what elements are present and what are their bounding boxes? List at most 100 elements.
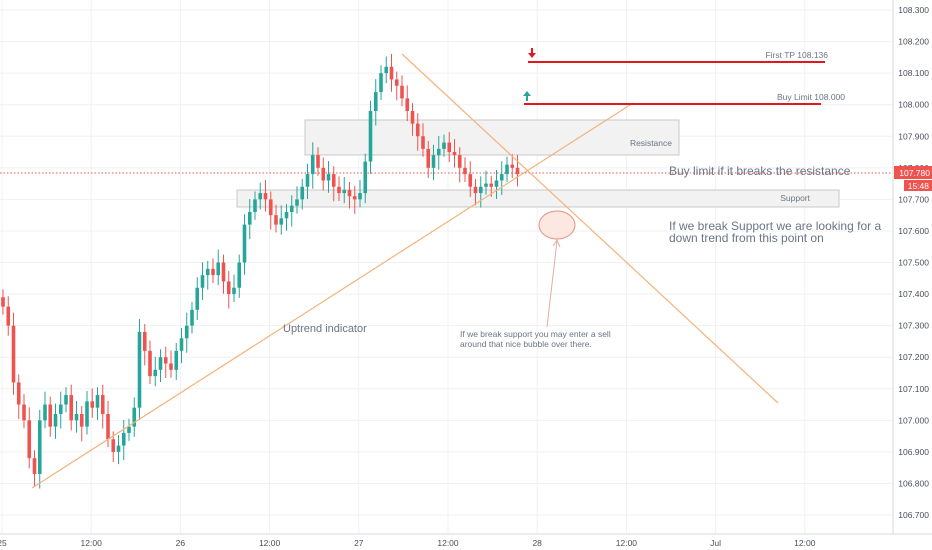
candle-body <box>363 161 368 194</box>
candle <box>494 170 499 200</box>
candle-body <box>442 142 446 149</box>
candle <box>100 384 105 429</box>
candle-body <box>300 186 305 200</box>
candle-body <box>205 268 210 276</box>
candle <box>190 301 194 334</box>
support-zone[interactable]: Support <box>236 189 840 208</box>
price-tick-label: 107.100 <box>898 384 929 394</box>
sell-bubble[interactable] <box>538 210 576 240</box>
candle <box>53 403 58 439</box>
candle-body <box>100 395 105 414</box>
uptrend-label: Uptrend indicator <box>283 323 367 335</box>
candle <box>64 387 68 413</box>
candle <box>27 407 32 469</box>
price-tick-label: 108.000 <box>898 100 929 110</box>
candle <box>463 157 467 183</box>
candle <box>216 249 221 286</box>
candle-body <box>106 414 110 440</box>
first-tp-level[interactable]: First TP 108.136 <box>528 48 828 63</box>
candle <box>468 161 473 197</box>
candle <box>352 185 357 214</box>
time-tick-label: 25 <box>0 538 7 548</box>
price-tick-label: 106.900 <box>898 447 929 457</box>
candle-body <box>43 404 47 421</box>
candle-body <box>85 401 89 427</box>
support-note-line1: If we break Support we are looking for a <box>669 219 881 233</box>
candle-body <box>247 212 252 225</box>
candle <box>58 391 63 429</box>
candle <box>305 163 310 200</box>
time-tick-label: 12:00 <box>437 538 459 548</box>
candle-body <box>484 183 488 187</box>
candle <box>242 214 247 275</box>
candle-body <box>111 439 116 452</box>
candle-body <box>22 404 26 421</box>
candle <box>226 271 231 309</box>
candle <box>363 153 368 204</box>
candle-body <box>174 350 179 370</box>
candle-body <box>405 98 410 111</box>
candle <box>79 406 84 442</box>
candle-body <box>352 196 357 200</box>
candle-body <box>389 66 394 80</box>
candle-body <box>421 136 425 149</box>
time-tick-label: Jul <box>710 538 721 548</box>
first-tp-label: First TP 108.136 <box>765 50 828 60</box>
candle-body <box>32 458 37 474</box>
candle <box>400 75 404 107</box>
candle-body <box>379 73 383 93</box>
candle-body <box>242 224 247 263</box>
candle <box>132 397 137 437</box>
candle <box>505 156 509 183</box>
candle <box>473 178 478 206</box>
candle <box>137 318 142 420</box>
price-tick-label: 107.400 <box>898 289 929 299</box>
candle-body <box>310 155 315 175</box>
candle <box>436 135 441 170</box>
candle-body <box>447 142 452 153</box>
candle <box>195 277 200 320</box>
candle-body <box>27 420 32 459</box>
candle <box>158 349 163 383</box>
candle-body <box>505 164 509 175</box>
candle-body <box>200 275 205 288</box>
candle <box>337 176 341 201</box>
buy-limit-level[interactable]: Buy Limit 108.000 <box>523 91 845 105</box>
last-price-label: 107.780 <box>899 168 930 178</box>
candle <box>394 71 399 101</box>
candle <box>373 79 378 126</box>
candle <box>331 166 336 202</box>
candle-body <box>473 186 478 194</box>
candle <box>221 254 226 294</box>
price-tick-label: 106.800 <box>898 478 929 488</box>
candle <box>163 346 168 379</box>
candle <box>184 312 189 353</box>
candle-body <box>74 414 79 421</box>
sell-note-line1: If we break support you may enter a sell <box>460 329 611 339</box>
candle-body <box>295 199 299 206</box>
price-tick-label: 107.700 <box>898 194 929 204</box>
candle <box>368 100 373 174</box>
time-tick-label: 28 <box>532 538 542 548</box>
candle <box>426 140 431 178</box>
candle-body <box>6 306 11 326</box>
candle-body <box>221 262 226 282</box>
candle-body <box>384 66 389 74</box>
candle <box>457 147 462 183</box>
candle <box>289 195 294 227</box>
candle-body <box>305 174 310 187</box>
uptrend-line[interactable] <box>31 102 634 489</box>
candle-body <box>400 85 404 99</box>
time-tick-label: 12:00 <box>259 538 281 548</box>
candle-body <box>253 199 257 212</box>
candle <box>95 387 100 420</box>
downtrend-line[interactable] <box>401 53 779 404</box>
price-tick-label: 108.100 <box>898 68 929 78</box>
time-tick-label: 12:00 <box>81 538 103 548</box>
candle <box>43 391 47 429</box>
candle <box>22 394 26 429</box>
time-scale[interactable]: 25 12:00 26 12:00 27 12:00 28 12:00 Jul 12:00 <box>0 538 816 548</box>
candle-body <box>431 155 436 168</box>
